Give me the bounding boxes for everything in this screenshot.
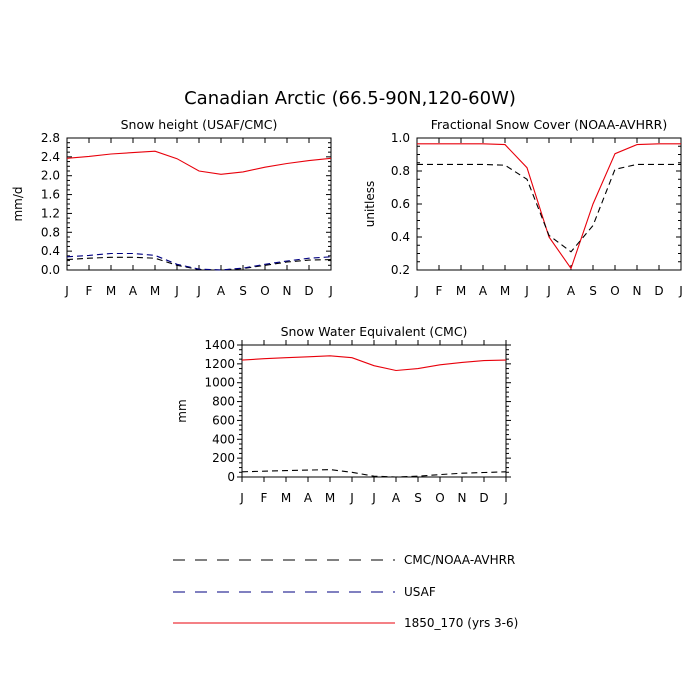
- legend-item-cmc: CMC/NOAA-AVHRR: [173, 553, 515, 567]
- x-tick-label: A: [392, 491, 401, 505]
- x-tick-label: J: [524, 284, 529, 298]
- x-tick-label: A: [304, 491, 313, 505]
- x-tick-label: J: [503, 491, 508, 505]
- x-tick-label: F: [86, 284, 93, 298]
- x-tick-label: J: [414, 284, 419, 298]
- x-tick-label: A: [129, 284, 138, 298]
- legend-item-model: 1850_170 (yrs 3-6): [173, 616, 518, 630]
- x-tick-label: S: [414, 491, 422, 505]
- x-tick-label: J: [64, 284, 69, 298]
- x-tick-label: S: [239, 284, 247, 298]
- legend: CMC/NOAA-AVHRR USAF 1850_170 (yrs 3-6): [173, 553, 518, 630]
- x-tick-label: N: [458, 491, 467, 505]
- x-tick-label: J: [546, 284, 551, 298]
- plot-frame: [241, 344, 507, 478]
- y-tick-label: 0: [227, 470, 235, 484]
- x-tick-label: D: [654, 284, 663, 298]
- y-axis-label: unitless: [363, 181, 377, 227]
- x-tick-label: A: [567, 284, 576, 298]
- series-line-usaf: [66, 252, 332, 271]
- y-tick-label: 2.0: [41, 169, 60, 183]
- snow-height-panel: Snow height (USAF/CMC) mm/d 0.0 0.4 0.8 1.2 1.…: [11, 117, 333, 298]
- y-tick-label: 1200: [204, 357, 235, 371]
- y-tick-label: 1.0: [391, 131, 410, 145]
- x-tick-label: M: [150, 284, 160, 298]
- x-tick-label: M: [325, 491, 335, 505]
- x-tick-label: J: [371, 491, 376, 505]
- y-tick-label: 800: [212, 395, 235, 409]
- panel-title: Fractional Snow Cover (NOAA-AVHRR): [431, 117, 668, 132]
- legend-label-cmc: CMC/NOAA-AVHRR: [404, 553, 515, 567]
- x-tick-label: N: [283, 284, 292, 298]
- y-tick-label: 0.8: [41, 225, 60, 239]
- y-tick-label: 600: [212, 413, 235, 427]
- x-tick-label: J: [678, 284, 683, 298]
- y-tick-label: 0.6: [391, 197, 410, 211]
- series-line-1850-170-yrs-3-6: [66, 150, 332, 175]
- y-tick-label: 200: [212, 451, 235, 465]
- y-tick-label: 0.0: [41, 263, 60, 277]
- x-tick-label: A: [479, 284, 488, 298]
- y-tick-label: 0.2: [391, 263, 410, 277]
- x-tick-label: O: [610, 284, 619, 298]
- x-tick-label: M: [500, 284, 510, 298]
- series-line-cmc-noaa-avhrr: [241, 469, 507, 478]
- x-tick-label: M: [281, 491, 291, 505]
- x-tick-label: J: [174, 284, 179, 298]
- x-tick-label: J: [349, 491, 354, 505]
- legend-item-usaf: USAF: [173, 585, 436, 599]
- x-tick-label: J: [328, 284, 333, 298]
- x-tick-label: J: [196, 284, 201, 298]
- legend-label-model: 1850_170 (yrs 3-6): [404, 616, 518, 630]
- x-tick-label: F: [436, 284, 443, 298]
- snow-water-equivalent-panel: Snow Water Equivalent (CMC) mm 0 200 400 600 8…: [175, 324, 511, 505]
- y-tick-label: 1000: [204, 376, 235, 390]
- y-tick-label: 2.4: [41, 150, 60, 164]
- y-tick-label: 2.8: [41, 131, 60, 145]
- x-tick-label: A: [217, 284, 226, 298]
- plot-frame: [416, 137, 682, 271]
- y-axis-label: mm: [175, 399, 189, 422]
- panel-title: Snow Water Equivalent (CMC): [281, 324, 468, 339]
- series-line-cmc-noaa-avhrr: [417, 163, 681, 253]
- x-tick-label: M: [106, 284, 116, 298]
- x-tick-label: M: [456, 284, 466, 298]
- y-tick-label: 0.4: [391, 230, 410, 244]
- x-tick-label: O: [435, 491, 444, 505]
- x-tick-label: D: [304, 284, 313, 298]
- y-axis-label: mm/d: [11, 186, 25, 221]
- x-tick-label: N: [633, 284, 642, 298]
- x-tick-label: F: [261, 491, 268, 505]
- x-tick-label: S: [589, 284, 597, 298]
- y-tick-label: 1.6: [41, 188, 60, 202]
- series-line-1850-170-yrs-3-6: [417, 143, 681, 270]
- y-tick-label: 0.8: [391, 164, 410, 178]
- y-tick-label: 0.4: [41, 244, 60, 258]
- figure-title: Canadian Arctic (66.5-90N,120-60W): [184, 88, 516, 109]
- x-tick-label: D: [479, 491, 488, 505]
- x-tick-label: J: [239, 491, 244, 505]
- y-tick-label: 1400: [204, 338, 235, 352]
- plot-frame: [66, 137, 332, 271]
- y-tick-label: 400: [212, 432, 235, 446]
- y-tick-label: 1.2: [41, 206, 60, 220]
- panel-title: Snow height (USAF/CMC): [121, 117, 278, 132]
- fractional-snow-cover-panel: Fractional Snow Cover (NOAA-AVHRR) unitle…: [363, 117, 683, 298]
- series-line-1850-170-yrs-3-6: [241, 355, 507, 372]
- legend-label-usaf: USAF: [404, 585, 436, 599]
- x-tick-label: O: [260, 284, 269, 298]
